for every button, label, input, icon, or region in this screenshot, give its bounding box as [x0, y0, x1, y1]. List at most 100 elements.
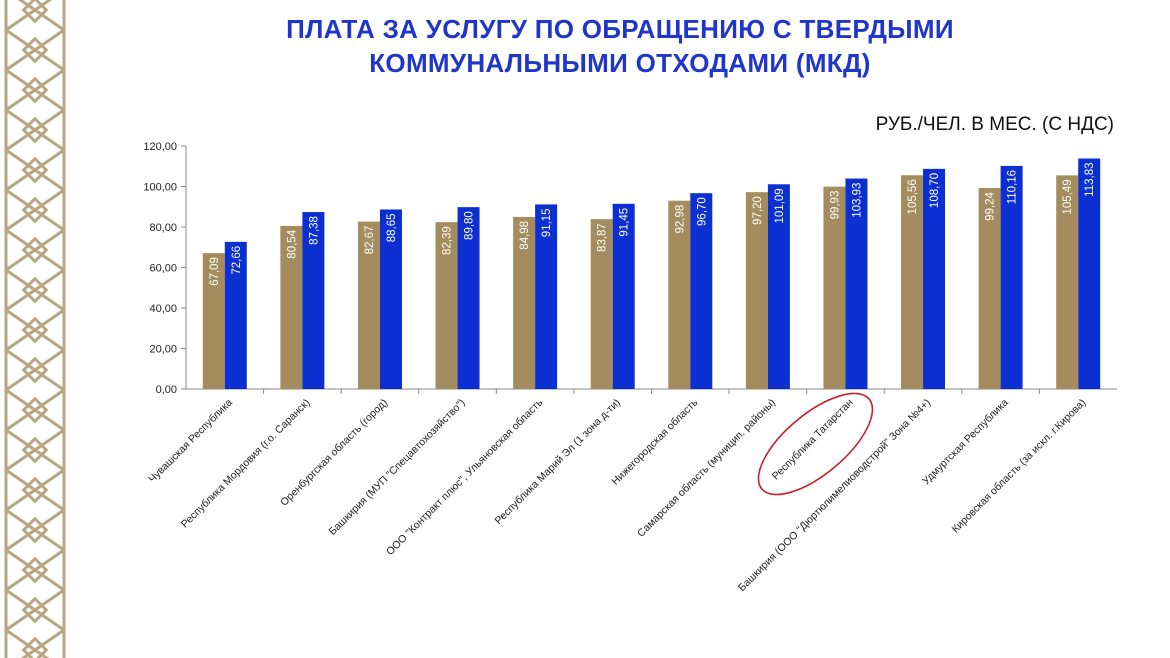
bar-value-label: 103,93: [851, 183, 863, 218]
bar-value-label: 105,49: [1062, 179, 1074, 214]
bar-series-2: [767, 184, 790, 389]
bar-value-label: 110,16: [1007, 170, 1019, 204]
ornament-cross: [5, 428, 65, 472]
bar-value-label: 83,87: [597, 223, 609, 252]
x-category-label: Самарская область (муницип. районы): [635, 397, 778, 540]
ornament-cross: [5, 108, 65, 152]
bar-value-label: 82,67: [364, 226, 376, 255]
bar-value-label: 91,15: [541, 208, 553, 237]
y-tick-label: 120,00: [143, 141, 177, 153]
ornament-cross: [5, 508, 65, 552]
page-title: ПЛАТА ЗА УСЛУГУ ПО ОБРАЩЕНИЮ С ТВЕРДЫМИ …: [100, 12, 1140, 80]
ornament-diamond: [21, 276, 49, 304]
ornament-cross: [5, 588, 65, 632]
ornament-cross: [5, 468, 65, 512]
ornament-diamond: [21, 356, 49, 384]
y-tick-label: 20,00: [149, 344, 177, 356]
bar-series-2: [1000, 165, 1023, 389]
bar-series-2: [535, 204, 558, 389]
x-category-label: ООО "Контракт плюс", Ульяновская область: [384, 396, 546, 558]
bar-value-label: 88,65: [386, 213, 398, 242]
bar-series-2: [302, 212, 325, 389]
page-title-line-1: ПЛАТА ЗА УСЛУГУ ПО ОБРАЩЕНИЮ С ТВЕРДЫМИ: [286, 14, 954, 44]
x-category-label: Республика Марий Эл (1 зона д-ти): [492, 397, 622, 527]
ornament-diamond: [21, 156, 49, 184]
ornament-cross: [5, 188, 65, 232]
bar-value-label: 96,70: [696, 197, 708, 226]
x-category-label: Республика Мордовия (г.о. Саранск): [179, 397, 313, 531]
bar-value-label: 67,09: [209, 257, 221, 286]
x-category-label: Удмуртская Республика: [920, 397, 1011, 488]
ornament-diamond: [21, 436, 49, 464]
ornament-cross: [5, 148, 65, 192]
bar-series-2: [845, 178, 868, 389]
x-category-label: Чувашская Республика: [146, 397, 235, 486]
ornament-diamond: [21, 196, 49, 224]
x-category-label: Башкирия (МУП "Спецавтохозяйство"): [327, 397, 468, 538]
ornament-diamond: [21, 36, 49, 64]
bar-series-1: [202, 253, 225, 389]
ornament-cross: [5, 628, 65, 658]
unit-label: РУБ./ЧЕЛ. В МЕС. (С НДС): [875, 114, 1114, 135]
y-tick-label: 100,00: [143, 182, 177, 194]
ornament-cross: [5, 28, 65, 72]
ornament-cross: [5, 68, 65, 112]
ornament-diamond: [21, 316, 49, 344]
bar-series-2: [379, 209, 402, 389]
bar-series-1: [513, 216, 536, 389]
ornament-cross: [5, 348, 65, 392]
bar-series-1: [280, 225, 303, 389]
y-tick-label: 40,00: [149, 303, 177, 315]
ornament-diamond: [21, 76, 49, 104]
ornament-diamond: [21, 556, 49, 584]
highlight-ellipse: [757, 392, 874, 496]
bar-value-label: 82,39: [442, 226, 454, 255]
bar-series-1: [668, 200, 691, 389]
ornament-cross: [5, 548, 65, 592]
bar-value-label: 80,54: [286, 229, 298, 258]
bar-series-1: [1056, 175, 1079, 389]
bar-series-1: [357, 221, 380, 389]
bar-value-label: 113,83: [1084, 162, 1096, 196]
bar-series-1: [901, 175, 924, 389]
bar-series-2: [224, 241, 247, 389]
bar-value-label: 99,24: [985, 191, 997, 220]
ornament-diamond: [21, 396, 49, 424]
ornament-diamond: [21, 516, 49, 544]
x-category-label: Кировская область (за искл. г.Кирова): [950, 397, 1089, 536]
bar-series-1: [823, 186, 846, 389]
bar-value-label: 105,56: [907, 179, 919, 214]
ornament-cross: [5, 0, 65, 32]
bar-series-1: [745, 192, 768, 389]
bar-value-label: 91,45: [619, 208, 631, 237]
y-tick-label: 60,00: [149, 263, 177, 275]
ornament-cross: [5, 308, 65, 352]
bar-value-label: 87,38: [308, 216, 320, 245]
ornament-diamond: [21, 0, 49, 24]
ornament-diamond: [21, 476, 49, 504]
bar-series-2: [690, 193, 713, 389]
bar-series-1: [978, 188, 1001, 389]
y-tick-label: 80,00: [149, 222, 177, 234]
y-tick-label: 0,00: [156, 384, 177, 396]
ornament-cross: [5, 268, 65, 312]
bar-value-label: 72,66: [231, 246, 243, 275]
ornament-diamond: [21, 596, 49, 624]
ornament-cross: [5, 388, 65, 432]
bar-value-label: 101,09: [774, 188, 786, 223]
bar-value-label: 92,98: [674, 205, 686, 234]
page-title-line-2: КОММУНАЛЬНЫМИ ОТХОДАМИ (МКД): [369, 48, 871, 78]
bar-value-label: 108,70: [929, 173, 941, 208]
decorative-ornament-border: [4, 0, 66, 658]
ornament-pattern: [4, 0, 66, 658]
bar-value-label: 84,98: [519, 221, 531, 250]
bar-value-label: 89,80: [464, 211, 476, 240]
bar-series-2: [612, 203, 635, 389]
bar-value-label: 99,93: [829, 191, 841, 220]
ornament-diamond: [21, 236, 49, 264]
bar-series-1: [590, 219, 613, 389]
ornament-cross: [5, 228, 65, 272]
bar-series-2: [457, 207, 480, 389]
bar-series-2: [1078, 158, 1101, 389]
